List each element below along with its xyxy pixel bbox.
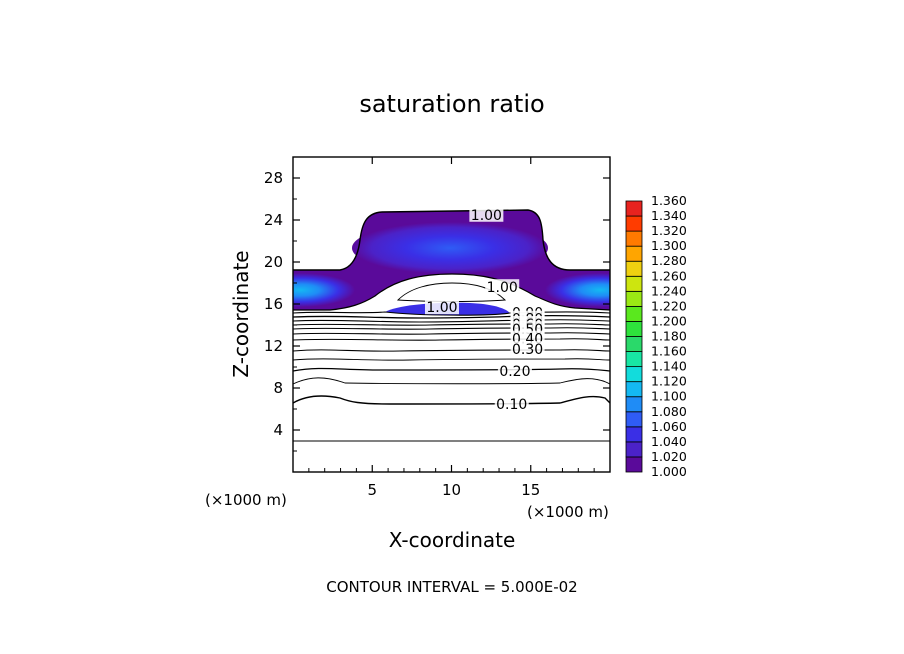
colorbar-label: 1.340	[651, 208, 687, 223]
contour-label-bg	[497, 363, 532, 379]
left-side-core	[293, 273, 355, 307]
x-tick-label: 15	[521, 481, 540, 499]
contour-band-6	[293, 332, 610, 335]
colorbar-label: 1.200	[651, 313, 687, 328]
colorbar-label: 1.360	[651, 193, 687, 208]
chart-title: saturation ratio	[359, 90, 544, 118]
contour-label: 1.00	[487, 280, 518, 296]
colorbar-swatch	[625, 396, 643, 413]
colorbar-label: 1.300	[651, 238, 687, 253]
colorbar-swatch	[625, 411, 643, 428]
x-axis: 5 10 15	[308, 157, 595, 499]
y-tick-label: 20	[264, 253, 283, 271]
upper-core	[352, 222, 548, 274]
contour-label: 0.30	[512, 342, 543, 358]
contour-band-1	[293, 311, 610, 316]
contour-label: 0.10	[496, 397, 527, 413]
colorbar-swatch	[625, 351, 643, 368]
contour-1-00-lower	[293, 273, 610, 311]
contour-label-bg	[485, 279, 520, 295]
contour-band-5	[293, 327, 610, 330]
contour-interval: CONTOUR INTERVAL = 5.000E-02	[326, 578, 577, 596]
contour-band-7	[293, 338, 610, 341]
colorbar: 1.0001.0201.0401.0601.0801.1001.1201.140…	[625, 193, 687, 479]
contour-0-10	[293, 395, 610, 405]
x-unit-right: (×1000 m)	[527, 503, 609, 521]
colorbar-swatch	[625, 290, 643, 307]
contour-label-bg	[510, 341, 545, 357]
contour-0-25	[293, 358, 610, 361]
right-side-core	[545, 273, 610, 307]
colorbar-swatch	[625, 321, 643, 337]
colorbar-label: 1.100	[651, 389, 687, 404]
colorbar-swatch	[625, 426, 643, 443]
colorbar-label: 1.080	[651, 404, 687, 419]
y-tick-label: 28	[264, 169, 283, 187]
colorbar-label: 1.280	[651, 253, 687, 268]
contour-1-00-upper	[293, 209, 610, 271]
contour-0-15	[293, 377, 610, 385]
contour-0-30	[293, 349, 610, 352]
contour-label: 1.00	[471, 208, 502, 224]
y-tick-label: 12	[264, 337, 283, 355]
colorbar-label: 1.260	[651, 268, 687, 283]
colorbar-swatch	[625, 456, 643, 473]
colorbar-label: 1.040	[651, 434, 687, 449]
filled-contours	[293, 210, 610, 316]
contour-band-3	[293, 319, 610, 323]
contour-label-bg	[494, 395, 529, 411]
x-tick-label: 5	[367, 481, 377, 499]
colorbar-swatch	[625, 366, 643, 383]
colorbar-swatch	[625, 336, 643, 352]
colorbar-label: 1.240	[651, 283, 687, 298]
colorbar-swatch	[625, 381, 643, 398]
y-tick-label: 24	[264, 211, 283, 229]
colorbar-swatch	[625, 260, 643, 277]
colorbar-swatch	[625, 305, 643, 322]
colorbar-label: 1.160	[651, 344, 687, 359]
y-axis: 4 8 12 16 20 24 28	[264, 169, 610, 452]
y-axis-label: Z-coordinate	[229, 250, 253, 377]
colorbar-label: 1.060	[651, 419, 687, 434]
colorbar-swatch	[625, 441, 643, 458]
colorbar-swatch	[625, 230, 643, 247]
contour-labels: 1.001.001.000.900.800.600.500.400.300.20…	[424, 206, 545, 413]
colorbar-label: 1.220	[651, 298, 687, 313]
x-unit-left: (×1000 m)	[205, 491, 287, 509]
contour-0-20	[293, 367, 610, 372]
colorbar-label: 1.140	[651, 359, 687, 374]
contour-label: 0.20	[499, 364, 530, 380]
colorbar-label: 1.320	[651, 223, 687, 238]
contour-label-bg	[424, 299, 459, 315]
colorbar-label: 1.000	[651, 464, 687, 479]
colorbar-swatch	[625, 275, 643, 292]
y-tick-label: 8	[273, 379, 283, 397]
colorbar-swatch	[625, 215, 643, 232]
y-tick-label: 16	[264, 295, 283, 313]
contour-band-2	[293, 314, 610, 319]
colorbar-label: 1.180	[651, 329, 687, 344]
y-tick-label: 4	[273, 421, 283, 439]
colorbar-swatch	[625, 245, 643, 262]
contour-label: 1.00	[426, 300, 457, 316]
x-tick-label: 10	[442, 481, 461, 499]
contour-band-4	[293, 323, 610, 326]
colorbar-swatch	[625, 200, 643, 217]
colorbar-label: 1.020	[651, 449, 687, 464]
colorbar-label: 1.120	[651, 374, 687, 389]
x-axis-label: X-coordinate	[389, 528, 516, 552]
contour-label-bg	[469, 206, 504, 222]
